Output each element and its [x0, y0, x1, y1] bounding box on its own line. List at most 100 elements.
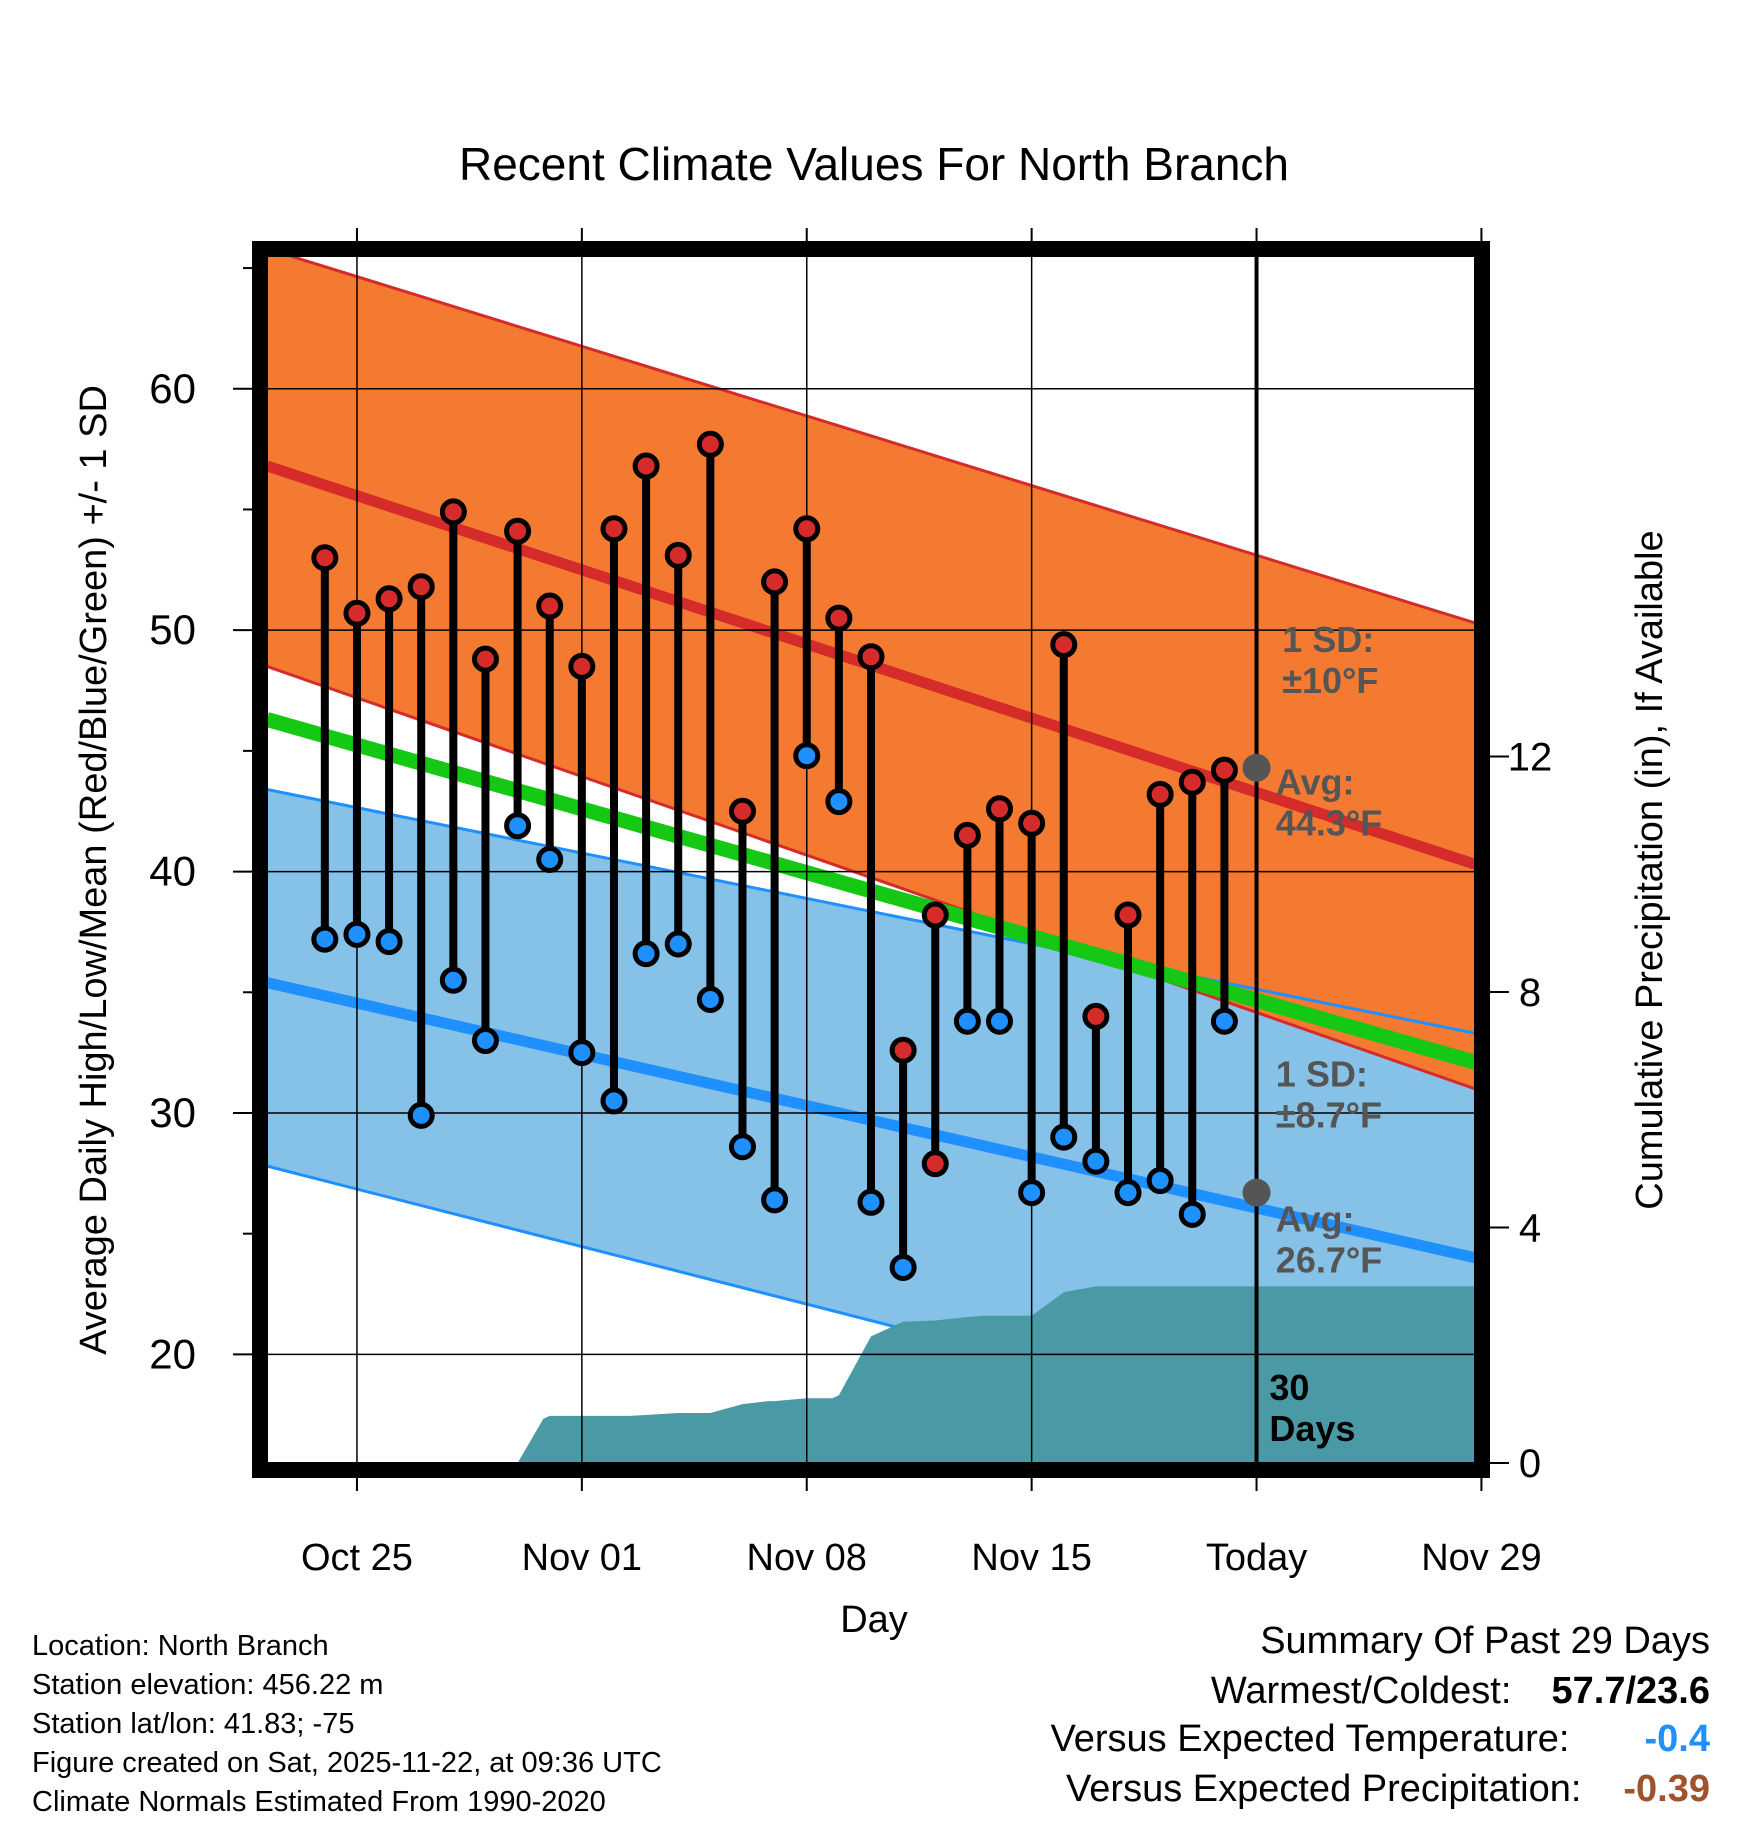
- cumulative-precip-area: [389, 1286, 1475, 1463]
- high-band-upper-edge: [285, 256, 1475, 625]
- y2-axis-label: Cumulative Precipitation (in), If Availa…: [1629, 530, 1671, 1209]
- footer-created: Figure created on Sat, 2025-11-22, at 09…: [32, 1747, 662, 1779]
- x-tick-label-2: Nov 08: [747, 1537, 867, 1579]
- x-tick-label-0: Oct 25: [301, 1537, 413, 1579]
- footer-elevation: Station elevation: 456.22 m: [32, 1669, 384, 1701]
- y-tick-label-0: 20: [149, 1330, 196, 1377]
- obs-low-point-3: [407, 1101, 435, 1129]
- obs-high-point-13: [728, 797, 756, 825]
- obs-low-point-22: [1018, 1179, 1046, 1207]
- obs-high-point-21: [986, 795, 1014, 823]
- obs-high-point-24: [1082, 1002, 1110, 1030]
- x-axis: Oct 25 Nov 01 Nov 08 Nov 15 Today Nov 29: [301, 228, 1542, 1579]
- y2-tick-label-1: 4: [1519, 1206, 1541, 1250]
- annotation-3: Avg: 26.7°F: [1276, 1198, 1382, 1280]
- annotation-1: Avg: 44.3°F: [1276, 761, 1382, 843]
- plot-frame: [252, 241, 1490, 1478]
- y2-tick-label-3: 12: [1508, 735, 1553, 779]
- obs-low-point-23: [1050, 1123, 1078, 1151]
- annotation-1-line-1: 44.3°F: [1276, 802, 1382, 843]
- obs-high-point-4: [439, 498, 467, 526]
- obs-low-point-8: [568, 1039, 596, 1067]
- obs-low-point-1: [343, 920, 371, 948]
- obs-low-point-25: [1114, 1179, 1142, 1207]
- obs-low-point-5: [471, 1027, 499, 1055]
- annotation-4: 30 Days: [1269, 1367, 1355, 1449]
- obs-high-point-22: [1018, 809, 1046, 837]
- obs-low-point-16: [825, 788, 853, 816]
- obs-low-point-9: [600, 1087, 628, 1115]
- obs-high-point-26: [1146, 780, 1174, 808]
- obs-high-point-17: [857, 643, 885, 671]
- footer-latlon: Station lat/lon: 41.83; -75: [32, 1708, 355, 1740]
- x-tick-label-5: Nov 29: [1421, 1537, 1541, 1579]
- y2-tick-label-0: 0: [1519, 1442, 1541, 1486]
- obs-low-point-0: [311, 925, 339, 953]
- obs-low-point-4: [439, 966, 467, 994]
- obs-high-point-28: [1210, 756, 1238, 784]
- summary-warmest-value: 57.7/23.6: [1551, 1670, 1710, 1712]
- summary-warmest-row: Warmest/Coldest: 57.7/23.6: [1211, 1670, 1710, 1713]
- obs-high-point-1: [343, 599, 371, 627]
- summary-temp-value: -0.4: [1644, 1718, 1710, 1760]
- obs-high-point-23: [1050, 631, 1078, 659]
- annotation-3-line-1: 26.7°F: [1276, 1239, 1382, 1280]
- obs-low-point-7: [536, 846, 564, 873]
- annotation-0-line-1: ±10°F: [1282, 660, 1378, 701]
- obs-high-point-10: [632, 452, 660, 480]
- obs-low-point-14: [761, 1186, 789, 1214]
- annotation-0-line-0: 1 SD:: [1282, 619, 1374, 660]
- obs-low-point-15: [793, 742, 821, 770]
- obs-high-point-5: [471, 645, 499, 673]
- obs-high-point-2: [375, 585, 403, 613]
- summary-temp-row: Versus Expected Temperature: -0.4: [1051, 1718, 1710, 1761]
- x-axis-label: Day: [840, 1599, 908, 1641]
- summary-precip-row: Versus Expected Precipitation: -0.39: [1066, 1768, 1710, 1811]
- obs-low-point-19: [921, 1150, 949, 1178]
- obs-low-point-18: [889, 1253, 917, 1281]
- obs-low-point-24: [1082, 1147, 1110, 1175]
- x-tick-label-4: Today: [1206, 1537, 1307, 1579]
- summary-temp-label: Versus Expected Temperature:: [1050, 1718, 1570, 1760]
- obs-low-point-13: [728, 1133, 756, 1161]
- obs-low-point-6: [504, 812, 532, 840]
- y-tick-label-2: 40: [149, 848, 196, 895]
- obs-high-point-25: [1114, 901, 1142, 929]
- y2-axis: 0 4 8 12: [1490, 735, 1552, 1486]
- y-axis: 20 30 40 50 60: [149, 267, 252, 1377]
- obs-high-point-20: [953, 821, 981, 849]
- annotation-3-line-0: Avg:: [1276, 1198, 1355, 1239]
- obs-low-point-28: [1210, 1007, 1238, 1035]
- obs-low-point-27: [1178, 1200, 1206, 1228]
- obs-low-point-17: [857, 1188, 885, 1216]
- summary-precip-label: Versus Expected Precipitation:: [1066, 1768, 1582, 1810]
- obs-low-point-21: [986, 1007, 1014, 1035]
- obs-low-point-12: [696, 986, 724, 1014]
- obs-high-point-0: [311, 544, 339, 572]
- summary-precip-value: -0.39: [1623, 1768, 1710, 1810]
- obs-high-point-9: [600, 515, 628, 543]
- obs-low-point-26: [1146, 1167, 1174, 1195]
- y-tick-label-1: 30: [149, 1089, 196, 1136]
- obs-high-point-15: [793, 515, 821, 543]
- y-tick-label-4: 60: [149, 365, 196, 412]
- annotation-4-line-1: Days: [1269, 1408, 1355, 1449]
- annotation-2-line-1: ±8.7°F: [1276, 1094, 1382, 1135]
- annotation-2: 1 SD: ±8.7°F: [1276, 1053, 1382, 1135]
- summary-title: Summary Of Past 29 Days: [1260, 1620, 1710, 1662]
- obs-high-point-3: [407, 573, 435, 601]
- obs-low-point-11: [664, 930, 692, 958]
- obs-low-point-10: [632, 940, 660, 968]
- annotation-0: 1 SD: ±10°F: [1282, 619, 1378, 701]
- plot-border: [252, 241, 1490, 1478]
- obs-high-point-11: [664, 541, 692, 569]
- y-axis-label: Average Daily High/Low/Mean (Red/Blue/Gr…: [73, 385, 115, 1355]
- obs-high-point-7: [536, 592, 564, 620]
- today-normal-marker-1: [1242, 1178, 1271, 1207]
- obs-high-point-27: [1178, 768, 1206, 796]
- obs-high-point-12: [696, 430, 724, 458]
- summary-warmest-label: Warmest/Coldest:: [1210, 1670, 1512, 1712]
